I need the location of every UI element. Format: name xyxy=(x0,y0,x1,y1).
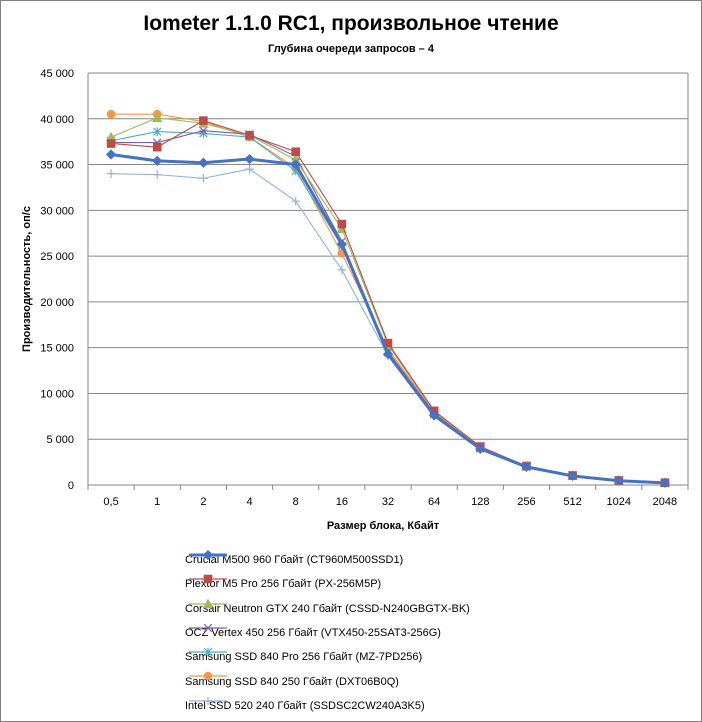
legend-label: Samsung SSD 840 250 Гбайт (DXT06B0Q) xyxy=(185,675,399,688)
x-tick-label: 512 xyxy=(563,496,581,508)
x-tick-label: 0,5 xyxy=(103,496,118,508)
chart-title: Iometer 1.1.0 RC1, произвольное чтение xyxy=(143,12,559,35)
legend-swatch xyxy=(189,574,227,584)
y-tick-label: 0 xyxy=(68,480,74,492)
data-point xyxy=(106,139,116,148)
data-point xyxy=(337,265,347,275)
y-tick-label: 30 000 xyxy=(40,205,74,217)
legend-label: Crucial M500 960 Гбайт (CT960M500SSD1) xyxy=(185,554,404,567)
data-point xyxy=(336,239,347,250)
data-point xyxy=(152,112,163,123)
data-point xyxy=(106,109,116,119)
legend-swatch xyxy=(189,647,227,657)
data-point xyxy=(291,147,300,157)
x-tick-label: 1024 xyxy=(607,496,631,508)
legend-marker xyxy=(202,598,214,608)
y-tick-label: 35 000 xyxy=(40,160,74,172)
y-tick-label: 20 000 xyxy=(40,297,74,309)
series-0 xyxy=(105,149,671,488)
data-point xyxy=(291,196,300,206)
data-point xyxy=(152,170,162,179)
legend-marker xyxy=(203,623,213,633)
y-tick-label: 10 000 xyxy=(40,388,74,400)
x-tick-label: 8 xyxy=(293,496,299,508)
y-tick-label: 5 000 xyxy=(46,434,74,446)
legend-label: Intel SSD 520 240 Гбайт (SSDSC2CW240A3K5… xyxy=(185,699,425,712)
legend-label: OCZ Vertex 450 256 Гбайт (VTX450-25SAT3-… xyxy=(185,627,441,640)
y-tick-label: 40 000 xyxy=(40,114,74,126)
x-tick-label: 128 xyxy=(471,496,489,508)
data-point xyxy=(199,116,208,125)
y-tick-label: 15 000 xyxy=(40,343,74,355)
data-point xyxy=(199,173,208,183)
data-point xyxy=(659,477,671,488)
data-point xyxy=(245,130,254,140)
x-tick-label: 4 xyxy=(246,496,252,508)
legend-swatch xyxy=(189,696,227,706)
x-tick-label: 2 xyxy=(200,496,206,508)
legend-swatch xyxy=(189,549,227,561)
legend-marker xyxy=(203,696,213,706)
chart-subtitle: Глубина очереди запросов – 4 xyxy=(268,43,434,55)
data-point xyxy=(521,461,532,472)
legend-marker xyxy=(203,672,213,681)
legend-swatch xyxy=(189,623,227,633)
data-point xyxy=(429,410,440,421)
x-tick-label: 2048 xyxy=(653,496,677,508)
data-point xyxy=(152,142,162,152)
legend-item: Samsung SSD 840 Pro 256 Гбайт (MZ-7PD256… xyxy=(185,645,525,669)
x-tick-label: 256 xyxy=(517,496,535,508)
data-point xyxy=(245,164,254,174)
y-tick-label: 25 000 xyxy=(40,251,74,263)
data-point xyxy=(613,475,624,486)
x-tick-label: 32 xyxy=(382,496,394,508)
data-point xyxy=(244,153,255,165)
legend-label: Plextor M5 Pro 256 Гбайт (PX-256M5P) xyxy=(185,578,382,591)
legend-marker xyxy=(203,647,213,657)
data-point xyxy=(153,127,162,136)
data-point xyxy=(290,159,301,170)
legend-marker xyxy=(203,574,213,584)
legend-item: Intel SSD 520 240 Гбайт (SSDSC2CW240A3K5… xyxy=(185,694,525,718)
legend-item: Plextor M5 Pro 256 Гбайт (PX-256M5P) xyxy=(185,572,525,596)
data-point xyxy=(382,348,394,360)
x-tick-label: 1 xyxy=(154,496,160,508)
data-point xyxy=(475,443,486,454)
data-point xyxy=(198,157,209,168)
y-tick-label: 45 000 xyxy=(40,68,74,80)
data-point xyxy=(337,219,347,229)
y-axis-title: Производительность, оп/с xyxy=(21,206,33,352)
x-axis-title: Размер блока, Кбайт xyxy=(327,520,440,532)
data-point xyxy=(199,126,208,135)
legend-item: Samsung SSD 840 250 Гбайт (DXT06B0Q) xyxy=(185,669,525,693)
legend-label: Corsair Neutron GTX 240 Гбайт (CSSD-N240… xyxy=(185,602,470,615)
chart-legend: Crucial M500 960 Гбайт (CT960M500SSD1) Pl… xyxy=(185,548,525,718)
legend-item: OCZ Vertex 450 256 Гбайт (VTX450-25SAT3-… xyxy=(185,621,525,645)
x-tick-label: 16 xyxy=(336,496,348,508)
x-tick-label: 64 xyxy=(428,496,440,508)
legend-item: Crucial M500 960 Гбайт (CT960M500SSD1) xyxy=(185,548,525,572)
data-point xyxy=(567,470,578,482)
data-point xyxy=(106,169,116,179)
legend-item: Corsair Neutron GTX 240 Гбайт (CSSD-N240… xyxy=(185,597,525,621)
legend-swatch xyxy=(189,672,227,681)
legend-marker xyxy=(202,549,214,561)
plot-area xyxy=(88,73,688,485)
data-point xyxy=(152,155,163,167)
legend-swatch xyxy=(189,598,227,608)
legend-label: Samsung SSD 840 Pro 256 Гбайт (MZ-7PD256… xyxy=(185,651,423,664)
data-point xyxy=(105,149,117,160)
